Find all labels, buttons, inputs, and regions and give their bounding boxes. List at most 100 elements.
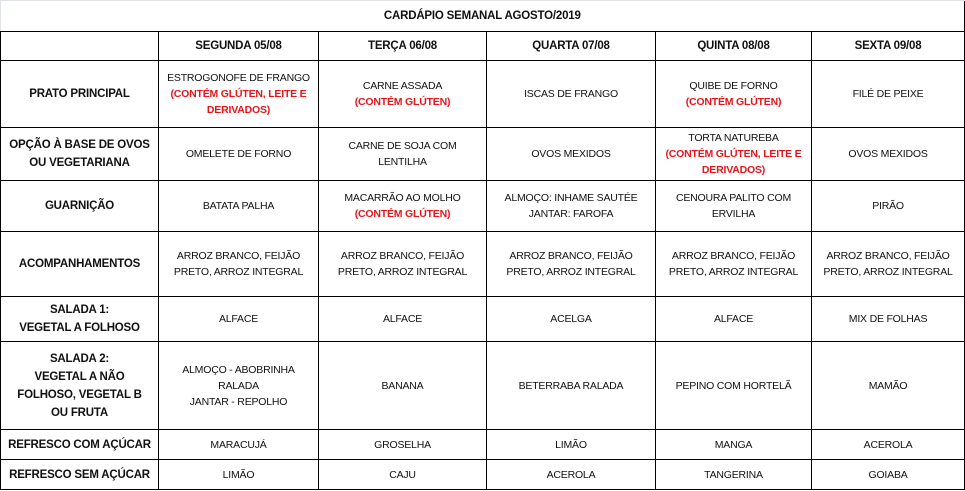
row-label: REFRESCO SEM AÇÚCAR [0,459,159,490]
menu-row: SALADA 2: VEGETAL A NÃO FOLHOSO, VEGETAL B… [0,341,965,430]
dish-text: ALFACE [382,313,423,325]
row-label-line: REFRESCO COM AÇÚCAR [8,438,151,451]
menu-row: PRATO PRINCIPAL ESTROGONOFE DE FRANGO (CON… [0,60,965,128]
menu-cell: GROSELHA [318,429,487,460]
menu-cell: ARROZ BRANCO, FEIJÃO PRETO, ARROZ INTEGRA… [655,231,812,297]
day-header: SEGUNDA 05/08 [158,31,319,61]
menu-cell: ESTROGONOFE DE FRANGO (CONTÉM GLÚTEN, LEI… [158,60,319,128]
dish-text: ALFACE [713,313,754,325]
menu-cell: GOIABA [810,459,965,490]
menu-cell: ALFACE [158,296,319,342]
menu-cell: MAMÃO [810,341,965,430]
dish-text: ACEROLA [546,468,596,481]
dish-text: ALMOÇO: INHAME SAUTÉE [504,192,638,204]
dish-text: PIRÃO [872,200,904,212]
menu-cell: ARROZ BRANCO, FEIJÃO PRETO, ARROZ INTEGRA… [318,231,487,297]
dish-text: TANGERINA [704,468,763,481]
row-label-line: VEGETAL A FOLHOSO [19,322,140,334]
row-label-line: SALADA 2: [49,352,110,365]
row-label-line: PRATO PRINCIPAL [29,88,130,100]
menu-cell: PIRÃO [810,180,965,232]
dish-text: MAMÃO [868,379,908,392]
menu-cell: ALFACE [655,296,812,342]
row-label-line: ACOMPANHAMENTOS [18,258,141,270]
row-label: OPÇÃO À BASE DE OVOS OU VEGETARIANA [0,127,159,181]
menu-cell: MANGA [655,429,812,460]
row-label: GUARNIÇÃO [0,180,159,232]
dish-text: MARACUJÁ [210,438,267,451]
row-label: SALADA 2: VEGETAL A NÃO FOLHOSO, VEGETAL B… [0,341,159,430]
dish-text: ALMOÇO - ABOBRINHA [182,363,295,376]
dish-text: ERVILHA [711,208,756,220]
row-label-line: OU VEGETARIANA [29,157,130,169]
menu-cell: OVOS MEXIDOS [486,127,656,181]
dish-text: MACARRÃO AO MOLHO [344,192,461,204]
menu-cell: OMELETE DE FORNO [158,127,319,181]
menu-cell: BATATA PALHA [158,180,319,232]
menu-cell: FILÉ DE PEIXE [810,60,965,128]
dish-text: ARROZ BRANCO, FEIJÃO [826,250,950,262]
dish-text: ARROZ BRANCO, FEIJÃO [340,250,465,262]
menu-title: CARDÁPIO SEMANAL AGOSTO/2019 [0,1,965,32]
dish-text: LIMÃO [222,468,255,481]
dish-text: ACEROLA [863,438,913,451]
dish-text: OVOS MEXIDOS [848,148,928,160]
row-label-line: FOLHOSO, VEGETAL B [17,388,142,401]
menu-cell: ALMOÇO: INHAME SAUTÉE JANTAR: FAROFA [486,180,656,232]
title-row: CARDÁPIO SEMANAL AGOSTO/2019 [0,1,965,32]
day-header: QUARTA 07/08 [486,31,656,61]
menu-cell: ARROZ BRANCO, FEIJÃO PRETO, ARROZ INTEGRA… [810,231,965,297]
dish-text: LIMÃO [555,438,587,451]
dish-text: CARNE DE SOJA COM [348,140,457,152]
dish-text: ARROZ BRANCO, FEIJÃO [509,250,633,262]
header-row: SEGUNDA 05/08 TERÇA 06/08 QUARTA 07/08 QUIN… [0,31,965,61]
dish-text: CENOURA PALITO COM [675,192,792,204]
menu-cell: BETERRABA RALADA [486,341,656,430]
menu-cell: TANGERINA [655,459,812,490]
menu-row: GUARNIÇÃO BATATA PALHA MACARRÃO AO MOLHO (C… [0,180,965,232]
dish-text: CAJU [389,468,416,481]
dish-text: QUIBE DE FORNO [689,80,778,92]
dish-text: PRETO, ARROZ INTEGRAL [823,266,953,278]
dish-text: FILÉ DE PEIXE [852,88,924,100]
menu-row: SALADA 1: VEGETAL A FOLHOSO ALFACE ALFACE AC… [0,296,965,342]
allergen-warning: (CONTÉM GLÚTEN) [354,96,451,108]
menu-cell: ACEROLA [486,459,656,490]
dish-text: OMELETE DE FORNO [185,148,292,160]
dish-text: BATATA PALHA [202,200,275,212]
menu-cell: MARACUJÁ [158,429,319,460]
row-label: REFRESCO COM AÇÚCAR [0,429,159,460]
menu-cell: ALFACE [318,296,487,342]
dish-text: BANANA [381,379,424,392]
dish-text: ARROZ BRANCO, FEIJÃO [671,250,796,262]
menu-cell: BANANA [318,341,487,430]
row-label-line: GUARNIÇÃO [44,200,115,212]
menu-cell: QUIBE DE FORNO (CONTÉM GLÚTEN) [655,60,812,128]
row-label-line: VEGETAL A NÃO [34,370,125,383]
menu-row: OPÇÃO À BASE DE OVOS OU VEGETARIANA OMELET… [0,127,965,181]
menu-row: REFRESCO COM AÇÚCAR MARACUJÁ GROSELHA LIMÃO… [0,429,965,460]
dish-text: JANTAR - REPOLHO [189,395,288,408]
menu-row: ACOMPANHAMENTOS ARROZ BRANCO, FEIJÃO PRETO… [0,231,965,297]
allergen-warning: DERIVADOS) [206,104,271,116]
row-label-line: REFRESCO SEM AÇÚCAR [9,468,150,481]
dish-text: PRETO, ARROZ INTEGRAL [173,266,304,278]
menu-cell: LIMÃO [486,429,656,460]
menu-cell: ACELGA [486,296,656,342]
dish-text: TORTA NATUREBA [688,132,779,144]
dish-text: ACELGA [550,313,592,325]
dish-text: ARROZ BRANCO, FEIJÃO [176,250,301,262]
menu-cell: PEPINO COM HORTELÃ [655,341,812,430]
menu-cell: ALMOÇO - ABOBRINHA RALADA JANTAR - REPOLHO [158,341,319,430]
dish-text: MANGA [714,438,753,451]
allergen-warning: (CONTÉM GLÚTEN, LEITE E [170,88,307,100]
row-label-line: OU FRUTA [51,406,108,419]
row-label-line: SALADA 1: [49,304,110,316]
dish-text: MIX DE FOLHAS [848,313,928,325]
dish-text: ISCAS DE FRANGO [524,88,618,100]
menu-cell: MIX DE FOLHAS [810,296,965,342]
row-label: ACOMPANHAMENTOS [0,231,159,297]
dish-text: BETERRABA RALADA [518,379,624,392]
day-header: TERÇA 06/08 [318,31,487,61]
